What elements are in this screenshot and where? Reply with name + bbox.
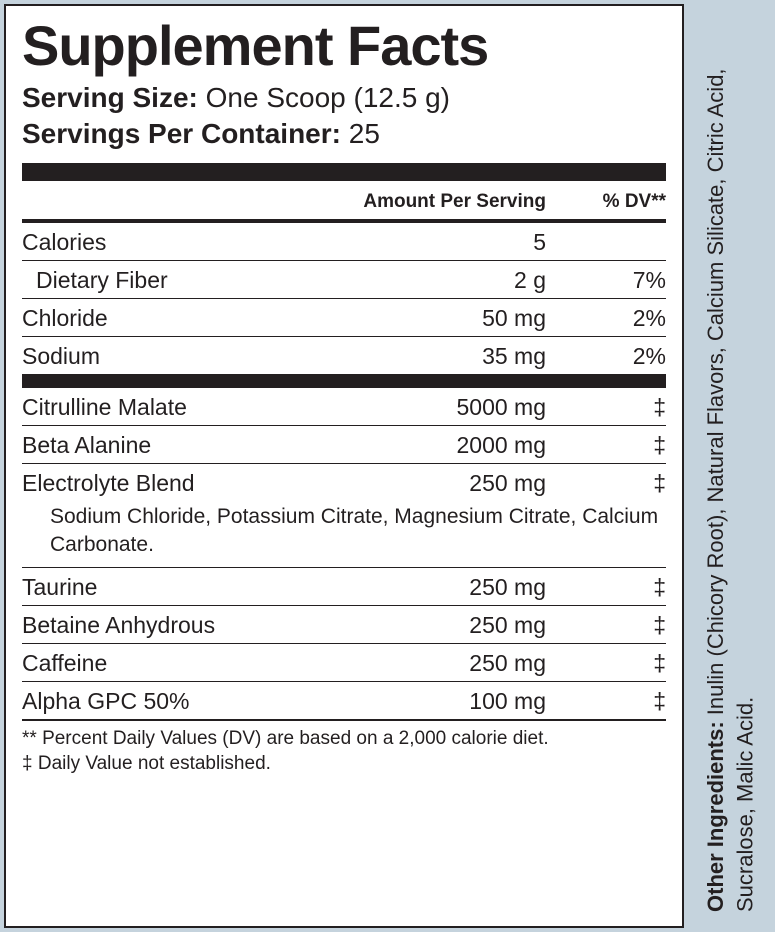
ingredient-dv: ‡ bbox=[556, 574, 666, 601]
serving-size-label: Serving Size: bbox=[22, 82, 198, 113]
ingredient-sublist: Sodium Chloride, Potassium Citrate, Magn… bbox=[22, 501, 666, 568]
servings-per-line: Servings Per Container: 25 bbox=[22, 116, 666, 152]
supplement-facts-panel: Supplement Facts Serving Size: One Scoop… bbox=[4, 4, 684, 928]
ingredient-name: Alpha GPC 50% bbox=[22, 688, 356, 715]
divider-thick bbox=[22, 163, 666, 181]
nutrient-amount: 2 g bbox=[356, 267, 556, 294]
ingredient-dv: ‡ bbox=[556, 432, 666, 459]
column-header-row: Amount Per Serving % DV** bbox=[22, 187, 666, 219]
ingredient-dv: ‡ bbox=[556, 612, 666, 639]
nutrient-name: Dietary Fiber bbox=[22, 267, 356, 294]
col-header-amount: Amount Per Serving bbox=[356, 191, 556, 213]
nutrient-row: Dietary Fiber2 g7% bbox=[22, 260, 666, 298]
ingredient-name: Electrolyte Blend bbox=[22, 470, 356, 497]
serving-size-line: Serving Size: One Scoop (12.5 g) bbox=[22, 80, 666, 116]
divider-thick bbox=[22, 374, 666, 388]
panel-title: Supplement Facts bbox=[22, 18, 666, 74]
other-ingredients: Other Ingredients: Inulin (Chicory Root)… bbox=[701, 20, 760, 912]
ingredient-amount: 250 mg bbox=[356, 650, 556, 677]
nutrient-name: Calories bbox=[22, 229, 356, 256]
ingredient-amount: 2000 mg bbox=[356, 432, 556, 459]
ingredient-dv: ‡ bbox=[556, 394, 666, 421]
ingredient-name: Betaine Anhydrous bbox=[22, 612, 356, 639]
nutrient-row: Calories5 bbox=[22, 219, 666, 260]
nutrient-dv: 2% bbox=[556, 305, 666, 332]
ingredient-dv: ‡ bbox=[556, 470, 666, 497]
ingredient-dv: ‡ bbox=[556, 688, 666, 715]
ingredient-row: Taurine250 mg‡ bbox=[22, 567, 666, 605]
nutrient-amount: 5 bbox=[356, 229, 556, 256]
col-header-dv: % DV** bbox=[556, 191, 666, 213]
ingredient-amount: 250 mg bbox=[356, 574, 556, 601]
ingredient-row: Beta Alanine2000 mg‡ bbox=[22, 425, 666, 463]
ingredient-amount: 250 mg bbox=[356, 612, 556, 639]
ingredient-dv: ‡ bbox=[556, 650, 666, 677]
ingredient-name: Caffeine bbox=[22, 650, 356, 677]
footnotes: ** Percent Daily Values (DV) are based o… bbox=[22, 719, 666, 776]
nutrient-dv: 7% bbox=[556, 267, 666, 294]
ingredient-name: Citrulline Malate bbox=[22, 394, 356, 421]
ingredient-name: Taurine bbox=[22, 574, 356, 601]
nutrient-row: Sodium35 mg2% bbox=[22, 336, 666, 374]
nutrient-row: Chloride50 mg2% bbox=[22, 298, 666, 336]
nutrient-amount: 35 mg bbox=[356, 343, 556, 370]
footnote-dv: ** Percent Daily Values (DV) are based o… bbox=[22, 727, 666, 752]
nutrient-dv: 2% bbox=[556, 343, 666, 370]
ingredient-row: Caffeine250 mg‡ bbox=[22, 643, 666, 681]
ingredient-name: Beta Alanine bbox=[22, 432, 356, 459]
ingredient-row: Alpha GPC 50%100 mg‡ bbox=[22, 681, 666, 719]
ingredient-row: Citrulline Malate5000 mg‡ bbox=[22, 388, 666, 425]
ingredient-amount: 100 mg bbox=[356, 688, 556, 715]
ingredient-amount: 5000 mg bbox=[356, 394, 556, 421]
side-panel: Other Ingredients: Inulin (Chicory Root)… bbox=[688, 0, 773, 932]
ingredient-row: Electrolyte Blend250 mg‡ bbox=[22, 463, 666, 501]
ingredient-amount: 250 mg bbox=[356, 470, 556, 497]
ingredient-row: Betaine Anhydrous250 mg‡ bbox=[22, 605, 666, 643]
serving-size-value: One Scoop (12.5 g) bbox=[206, 82, 450, 113]
nutrient-name: Chloride bbox=[22, 305, 356, 332]
other-ingredients-label: Other Ingredients: bbox=[703, 721, 728, 912]
nutrient-name: Sodium bbox=[22, 343, 356, 370]
servings-per-label: Servings Per Container: bbox=[22, 118, 341, 149]
footnote-dagger: ‡ Daily Value not established. bbox=[22, 752, 666, 777]
servings-per-value: 25 bbox=[349, 118, 380, 149]
nutrient-amount: 50 mg bbox=[356, 305, 556, 332]
